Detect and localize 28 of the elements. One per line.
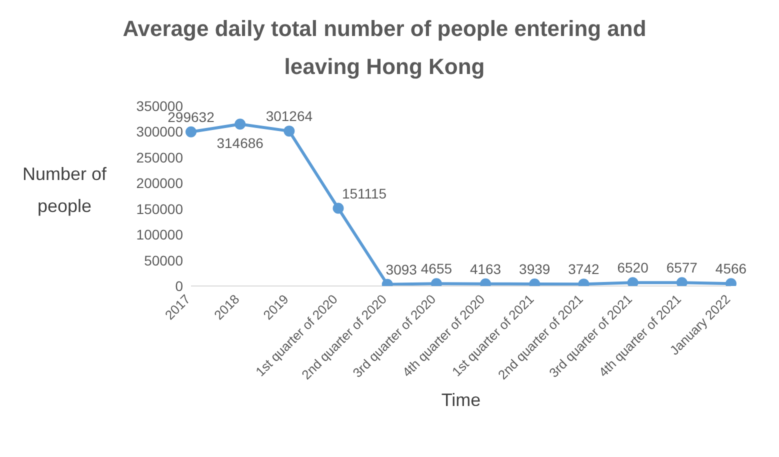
y-tick-label: 100000 <box>136 226 184 243</box>
data-label: 3939 <box>519 260 550 277</box>
point <box>284 126 295 137</box>
y-tick-label: 0 <box>175 278 184 294</box>
point <box>234 118 246 130</box>
data-label: 151115 <box>342 185 387 202</box>
y-tick-label: 300000 <box>136 124 184 140</box>
data-label: 4566 <box>715 260 747 277</box>
data-label: 3093 <box>386 261 418 278</box>
data-label: 6577 <box>666 260 698 276</box>
data-label: 4655 <box>420 260 452 277</box>
point <box>627 277 638 286</box>
point <box>332 202 344 214</box>
data-label: 301264 <box>266 108 313 124</box>
y-tick-label: 150000 <box>136 200 184 217</box>
data-label: 314686 <box>216 135 264 152</box>
data-label: 4163 <box>470 260 502 277</box>
y-tick-label: 50000 <box>144 252 184 268</box>
chart-title: Average daily total number of people entering and leaving Hong Kong <box>122 15 648 81</box>
x-axis-title: Time <box>441 390 481 410</box>
y-tick-label: 250000 <box>136 149 184 166</box>
data-label: 3742 <box>568 261 600 278</box>
point <box>186 126 196 138</box>
point <box>726 278 736 286</box>
y-axis-title: Number of people <box>21 163 108 218</box>
data-label: 6520 <box>617 260 649 276</box>
point <box>676 277 688 286</box>
y-tick-label: 200000 <box>136 175 184 192</box>
